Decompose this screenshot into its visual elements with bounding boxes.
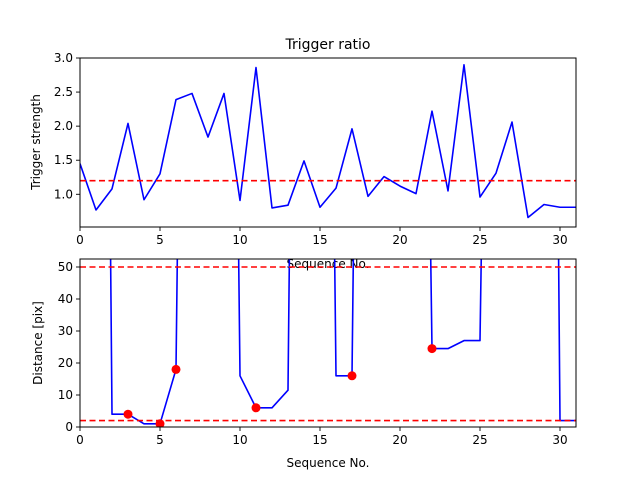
x-tick-label: 30 — [552, 433, 567, 447]
y-tick-label: 40 — [58, 292, 73, 306]
y-tick-label: 1.0 — [54, 187, 73, 201]
data-point-marker — [171, 364, 181, 374]
x-tick-label: 20 — [392, 233, 407, 247]
series-line — [109, 259, 576, 425]
series-line — [80, 64, 576, 219]
x-tick-label: 5 — [156, 433, 164, 447]
y-tick-label: 50 — [58, 260, 73, 274]
data-point-marker — [347, 371, 357, 381]
y-axis-ticks: 0 10 20 30 40 50 — [58, 260, 80, 434]
x-tick-label: 15 — [312, 433, 327, 447]
plot-area — [79, 258, 577, 428]
y-axis-label: Distance [pix] — [31, 301, 45, 385]
y-axis-ticks: 1.0 1.5 2.0 2.5 3.0 — [54, 51, 80, 201]
y-axis-label: Trigger strength — [29, 94, 43, 191]
data-point-marker — [427, 344, 437, 354]
y-tick-label: 3.0 — [54, 51, 73, 65]
y-tick-label: 10 — [58, 388, 73, 402]
y-tick-label: 0 — [65, 420, 73, 434]
chart-title: Trigger ratio — [284, 37, 370, 53]
y-tick-label: 20 — [58, 356, 73, 370]
x-tick-label: 30 — [552, 233, 567, 247]
plot-frame — [79, 57, 577, 228]
chart-distance: 0 5 10 15 20 25 30 0 10 20 30 40 50 Sequence No. Di… — [31, 258, 577, 470]
data-point-marker — [155, 419, 165, 427]
data-layer — [80, 64, 576, 219]
data-point-marker — [251, 403, 261, 413]
x-axis-ticks: 0 5 10 15 20 25 30 — [76, 227, 568, 247]
x-tick-label: 25 — [472, 233, 487, 247]
y-tick-label: 30 — [58, 324, 73, 338]
chart-trigger-ratio: Trigger ratio 0 5 10 15 20 25 30 1.0 1.5 2.0 2.5 3… — [29, 37, 577, 271]
x-tick-label: 10 — [232, 233, 247, 247]
x-tick-label: 0 — [76, 233, 84, 247]
plot-area — [79, 57, 577, 228]
x-axis-label: Sequence No. — [287, 456, 370, 470]
x-tick-label: 0 — [76, 433, 84, 447]
x-tick-label: 5 — [156, 233, 164, 247]
x-tick-label: 10 — [232, 433, 247, 447]
y-tick-label: 2.0 — [54, 119, 73, 133]
x-tick-label: 25 — [472, 433, 487, 447]
y-tick-label: 1.5 — [54, 153, 73, 167]
data-point-marker — [123, 409, 133, 419]
x-tick-label: 20 — [392, 433, 407, 447]
y-tick-label: 2.5 — [54, 85, 73, 99]
data-layer — [80, 259, 576, 427]
plot-frame — [79, 258, 577, 428]
x-tick-label: 15 — [312, 233, 327, 247]
x-axis-ticks: 0 5 10 15 20 25 30 — [76, 427, 568, 447]
